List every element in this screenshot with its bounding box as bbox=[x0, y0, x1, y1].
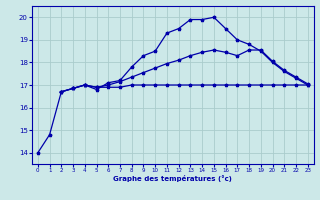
X-axis label: Graphe des températures (°c): Graphe des températures (°c) bbox=[113, 175, 232, 182]
